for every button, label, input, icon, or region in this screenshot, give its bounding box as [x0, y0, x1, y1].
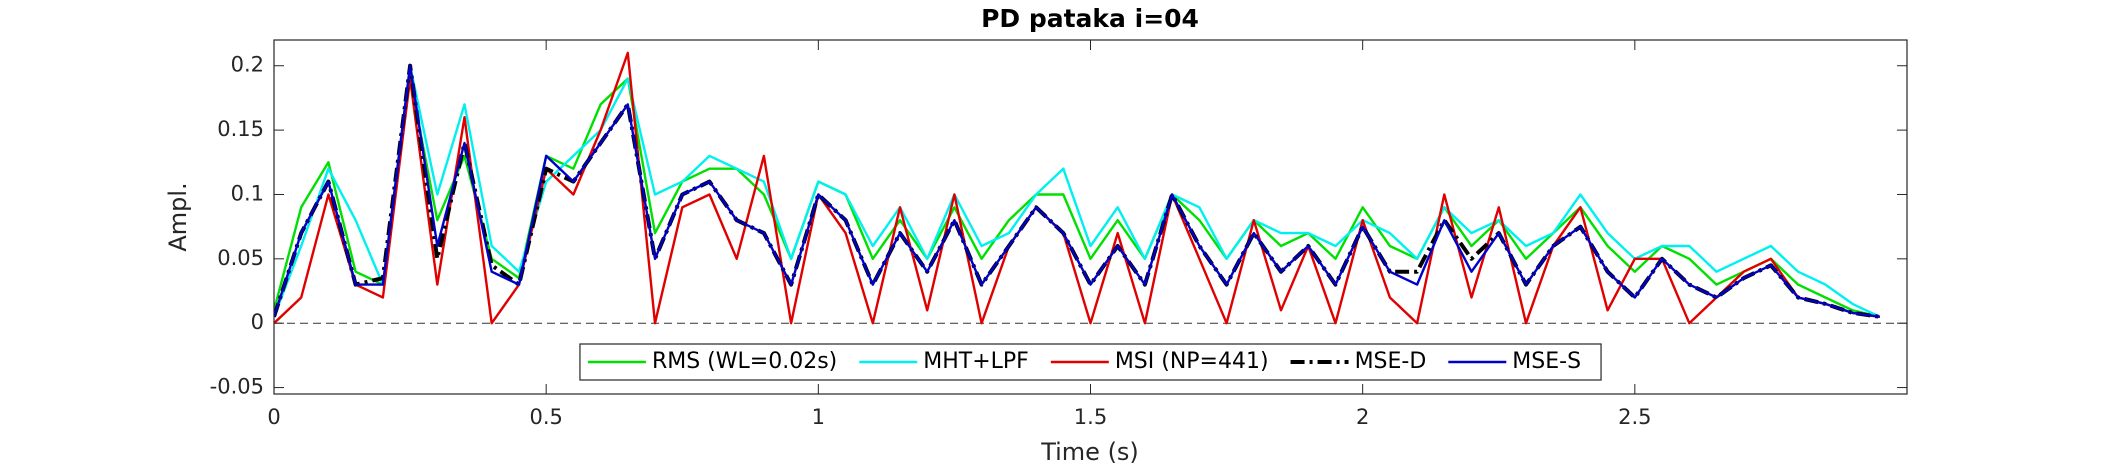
series-line	[274, 64, 1880, 318]
y-tick-label: 0.05	[217, 246, 264, 270]
x-tick-label: 0.5	[529, 405, 562, 429]
x-tick-label: 1.5	[1074, 405, 1107, 429]
y-tick-label: 0.1	[231, 181, 264, 205]
x-tick-label: 2.5	[1618, 405, 1651, 429]
x-tick-label: 2	[1356, 405, 1369, 429]
x-tick-label: 1	[812, 405, 825, 429]
x-tick-label: 0	[267, 405, 280, 429]
plot-frame	[273, 39, 1908, 395]
legend-label: MSI (NP=441)	[1115, 349, 1269, 374]
y-tick-label: 0.2	[231, 53, 264, 77]
y-axis-label: Ampl.	[164, 182, 192, 251]
legend-label: MHT+LPF	[923, 349, 1029, 374]
y-tick-label: 0	[251, 310, 264, 334]
chart-title: PD pataka i=04	[981, 4, 1199, 33]
plot-background	[274, 40, 1907, 394]
legend-label: MSE-S	[1512, 349, 1581, 374]
plot-area	[274, 40, 1907, 394]
x-axis-label: Time (s)	[1040, 438, 1139, 466]
y-tick-label: -0.05	[210, 375, 264, 399]
legend-label: RMS (WL=0.02s)	[652, 349, 837, 374]
legend-label: MSE-D	[1355, 349, 1427, 374]
legend: RMS (WL=0.02s) MHT+LPF MSI (NP=441) MSE-D MS…	[579, 343, 1602, 381]
y-tick-label: 0.15	[217, 117, 264, 141]
legend-box	[579, 343, 1602, 381]
